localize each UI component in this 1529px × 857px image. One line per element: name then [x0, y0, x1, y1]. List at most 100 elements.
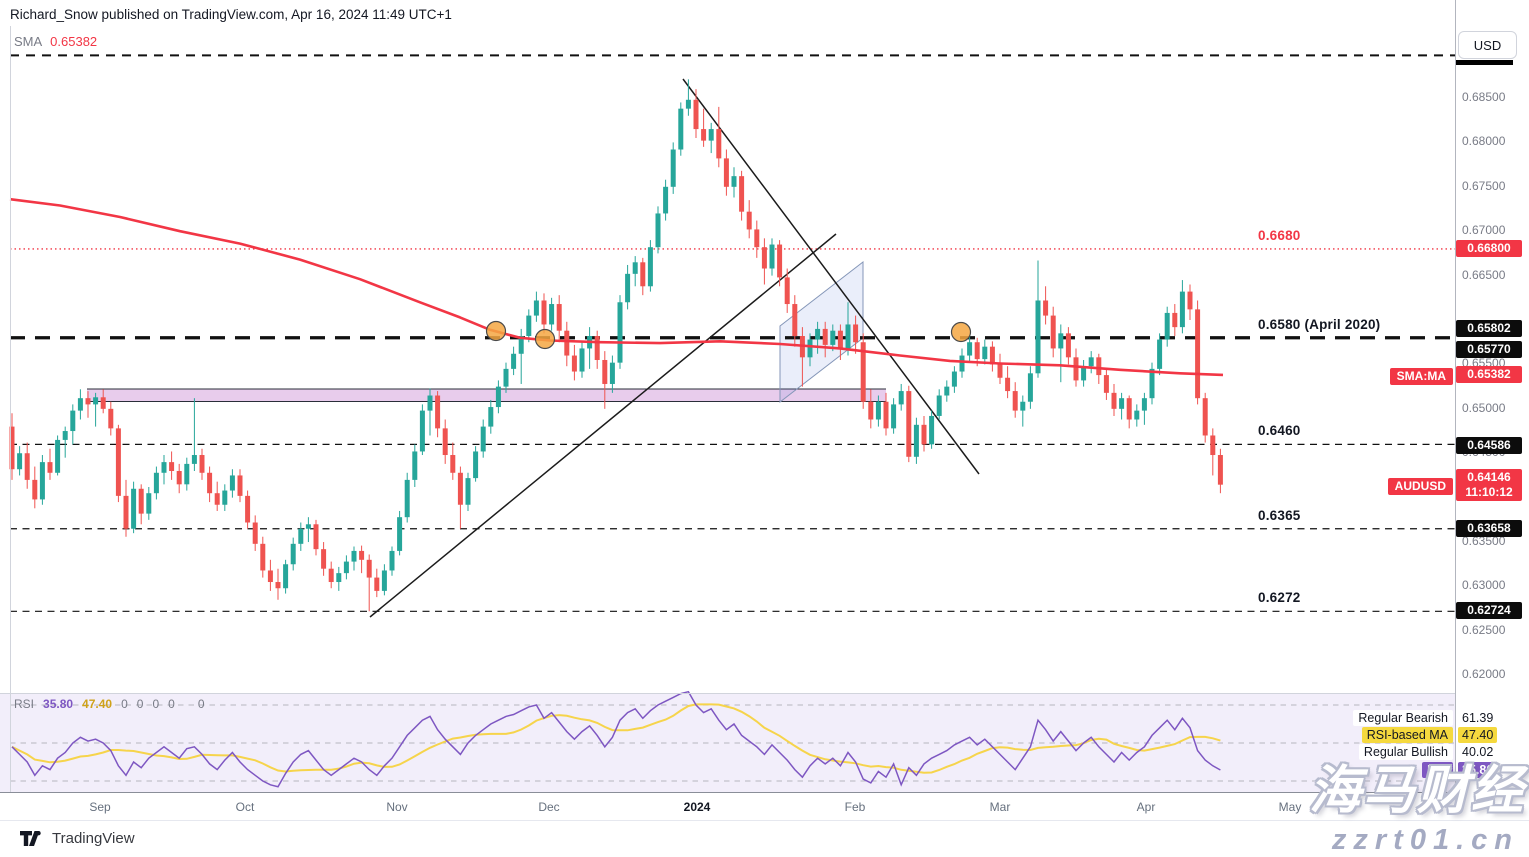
event-circle-marker[interactable] [950, 321, 972, 343]
candle-body[interactable] [739, 176, 745, 212]
event-circle-marker[interactable] [534, 328, 556, 350]
candle-body[interactable] [951, 371, 957, 387]
candle-body[interactable] [62, 431, 68, 440]
candle-body[interactable] [442, 428, 448, 456]
candle-body[interactable] [754, 229, 760, 248]
candle-body[interactable] [1217, 455, 1223, 485]
candle-body[interactable] [792, 304, 798, 337]
candle-body[interactable] [1126, 398, 1132, 420]
descending-trendline[interactable] [682, 78, 980, 475]
candle-body[interactable] [343, 561, 349, 574]
candle-body[interactable] [138, 488, 144, 514]
candle-body[interactable] [564, 330, 570, 356]
candle-body[interactable] [404, 479, 410, 518]
candle-body[interactable] [640, 262, 646, 287]
candle-body[interactable] [1005, 377, 1011, 392]
candle-body[interactable] [860, 342, 866, 402]
candle-body[interactable] [625, 273, 631, 303]
candle-body[interactable] [556, 304, 562, 331]
candle-body[interactable] [959, 355, 965, 372]
candle-body[interactable] [252, 522, 258, 544]
candle-body[interactable] [1149, 368, 1155, 399]
pane-separator[interactable] [0, 693, 1455, 694]
candle-body[interactable] [32, 479, 38, 500]
candle-body[interactable] [290, 543, 296, 565]
candle-body[interactable] [761, 247, 767, 269]
candle-body[interactable] [100, 397, 106, 409]
candle-body[interactable] [1096, 357, 1102, 376]
candle-body[interactable] [366, 559, 372, 578]
candle-body[interactable] [450, 455, 456, 473]
candle-body[interactable] [647, 247, 653, 287]
supply-zone-band[interactable] [87, 389, 886, 402]
candle-body[interactable] [701, 129, 707, 141]
candle-body[interactable] [1065, 333, 1071, 358]
candle-body[interactable] [663, 186, 669, 214]
candle-body[interactable] [549, 304, 555, 325]
candle-body[interactable] [1141, 398, 1147, 411]
candle-body[interactable] [1043, 300, 1049, 316]
candle-body[interactable] [298, 528, 304, 544]
candle-body[interactable] [1119, 398, 1125, 409]
rsi-ma-line[interactable] [11, 703, 1221, 774]
candle-body[interactable] [632, 262, 638, 274]
candle-body[interactable] [822, 328, 828, 345]
candle-body[interactable] [77, 398, 83, 411]
candle-body[interactable] [594, 336, 600, 360]
candle-body[interactable] [913, 424, 919, 457]
candle-body[interactable] [351, 550, 357, 562]
candle-body[interactable] [989, 346, 995, 365]
candle-body[interactable] [313, 524, 319, 550]
candle-body[interactable] [723, 158, 729, 187]
time-axis-label-Apr[interactable]: Apr [1136, 800, 1156, 814]
candle-body[interactable] [389, 550, 395, 571]
candle-body[interactable] [1210, 435, 1216, 456]
candle-body[interactable] [176, 471, 182, 485]
candle-body[interactable] [161, 462, 167, 473]
candle-body[interactable] [1058, 333, 1064, 349]
candle-body[interactable] [1111, 392, 1117, 409]
candle-body[interactable] [891, 404, 897, 429]
candle-body[interactable] [1164, 312, 1170, 340]
candle-body[interactable] [47, 462, 53, 473]
candle-body[interactable] [807, 339, 813, 358]
candle-body[interactable] [146, 493, 152, 514]
candle-body[interactable] [9, 426, 15, 470]
time-axis-label-Dec[interactable]: Dec [538, 800, 560, 814]
candle-body[interactable] [214, 493, 220, 505]
candle-body[interactable] [488, 407, 494, 427]
candle-body[interactable] [397, 517, 403, 551]
candle-body[interactable] [541, 300, 547, 325]
candle-body[interactable] [883, 401, 889, 429]
candle-body[interactable] [222, 490, 228, 505]
candle-body[interactable] [503, 368, 509, 387]
candle-body[interactable] [853, 324, 859, 343]
tradingview-logo[interactable]: TradingView [20, 830, 135, 847]
candle-body[interactable] [237, 475, 243, 496]
candle-body[interactable] [85, 398, 91, 405]
candle-body[interactable] [275, 582, 281, 589]
candle-body[interactable] [184, 463, 190, 485]
candle-body[interactable] [1134, 410, 1140, 420]
candle-body[interactable] [579, 348, 585, 372]
candle-body[interactable] [777, 244, 783, 278]
candle-body[interactable] [495, 386, 501, 408]
candle-body[interactable] [115, 428, 121, 496]
candle-body[interactable] [267, 570, 273, 583]
candle-body[interactable] [784, 277, 790, 305]
candle-body[interactable] [526, 315, 532, 337]
candle-body[interactable] [24, 453, 30, 480]
candle-body[interactable] [153, 472, 159, 494]
candle-body[interactable] [207, 472, 213, 494]
candle-body[interactable] [685, 99, 691, 109]
candle-body[interactable] [229, 475, 235, 491]
candle-body[interactable] [609, 362, 615, 384]
rsi-line[interactable] [11, 690, 1221, 788]
candle-body[interactable] [1050, 315, 1056, 349]
candle-body[interactable] [169, 462, 175, 472]
candle-body[interactable] [693, 99, 699, 130]
candle-body[interactable] [70, 410, 76, 432]
candle-body[interactable] [427, 395, 433, 411]
candle-body[interactable] [131, 488, 137, 529]
